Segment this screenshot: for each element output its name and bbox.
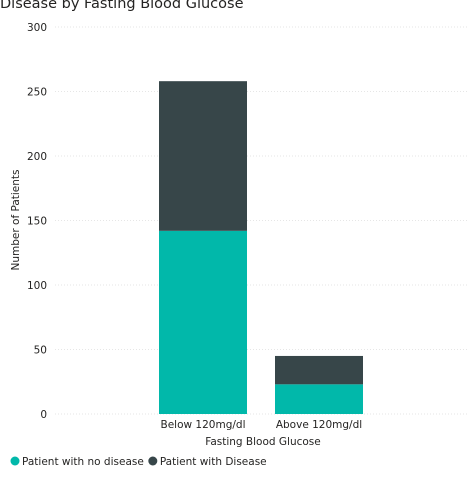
bar-segment[interactable] (275, 355, 363, 385)
legend-label: Patient with Disease (160, 456, 267, 468)
y-tick-label: 250 (27, 87, 47, 99)
legend-label: Patient with no disease (22, 456, 144, 468)
x-axis-title: Fasting Blood Glucose (205, 436, 320, 448)
y-tick-label: 0 (40, 409, 47, 421)
y-axis-title: Number of Patients (10, 169, 22, 270)
x-tick-label: Above 120mg/dl (276, 419, 362, 431)
legend-item[interactable]: Patient with Disease (148, 456, 267, 468)
legend-marker (148, 456, 158, 466)
y-tick-label: 50 (34, 345, 47, 357)
bar-segment[interactable] (159, 81, 247, 231)
gridlines (55, 26, 468, 415)
legend[interactable]: Patient with no disease Patient with Dise… (10, 456, 267, 468)
legend-marker (10, 456, 20, 466)
bar-segment[interactable] (275, 384, 363, 414)
x-axis-ticks: Below 120mg/dl Above 120mg/dl (161, 419, 363, 431)
legend-item[interactable]: Patient with no disease (10, 456, 144, 468)
y-tick-label: 150 (27, 216, 47, 228)
y-axis-ticks: 0 50 100 150 200 250 300 (27, 22, 47, 421)
chart-title: Disease by Fasting Blood Glucose (0, 0, 244, 12)
y-tick-label: 100 (27, 280, 47, 292)
x-tick-label: Below 120mg/dl (161, 419, 246, 431)
y-tick-label: 300 (27, 22, 47, 34)
bars (159, 81, 363, 414)
bar-segment[interactable] (159, 230, 247, 414)
y-tick-label: 200 (27, 151, 47, 163)
